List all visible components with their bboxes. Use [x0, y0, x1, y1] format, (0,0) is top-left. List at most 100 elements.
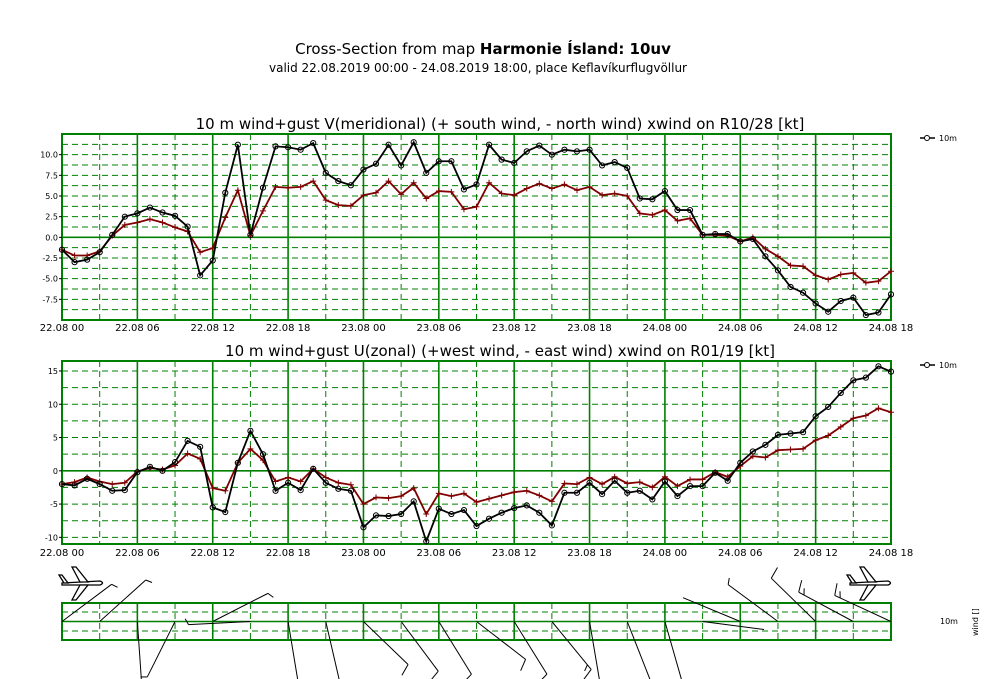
wind-barb-staff — [682, 597, 741, 622]
data-point — [762, 253, 769, 260]
data-point — [121, 479, 128, 486]
data-point — [523, 487, 530, 494]
data-point — [636, 479, 643, 486]
data-point — [423, 169, 430, 176]
data-point — [624, 489, 631, 496]
data-point — [284, 479, 292, 486]
data-point — [687, 215, 694, 222]
data-point — [875, 278, 882, 285]
data-point — [423, 538, 430, 545]
data-point — [699, 231, 706, 238]
data-point — [159, 219, 166, 226]
data-point — [84, 256, 91, 263]
data-point — [548, 185, 555, 192]
series-line-wind — [61, 140, 892, 317]
airplane-icon — [57, 566, 104, 601]
data-point — [561, 480, 568, 487]
data-point — [410, 498, 417, 505]
data-point — [121, 221, 128, 228]
chart-2-grid — [62, 361, 891, 544]
data-point — [599, 490, 606, 498]
data-point — [222, 508, 229, 516]
data-point — [762, 454, 769, 461]
data-point — [649, 496, 656, 503]
data-point — [749, 235, 756, 243]
data-point — [837, 423, 844, 430]
data-point — [385, 141, 392, 148]
wind-barb-feather — [727, 577, 730, 585]
data-point — [184, 223, 191, 230]
data-point — [285, 474, 292, 481]
chart-2-title: 10 m wind+gust U(zonal) (+west wind, - e… — [225, 342, 775, 360]
data-point — [498, 492, 505, 499]
wind-barb-staff — [513, 621, 548, 675]
data-point — [636, 487, 643, 494]
data-point — [234, 459, 241, 466]
data-point — [561, 181, 568, 188]
data-point — [423, 195, 430, 202]
chart-1-plot-area — [61, 133, 892, 321]
data-point — [799, 289, 807, 296]
data-point — [599, 192, 606, 199]
data-point — [335, 202, 342, 209]
data-point — [310, 178, 317, 185]
data-point — [712, 230, 719, 238]
wind-barb-feather — [541, 673, 548, 679]
data-point — [624, 193, 631, 199]
data-point — [686, 483, 694, 490]
data-point — [310, 139, 317, 147]
data-point — [410, 179, 417, 186]
data-point — [548, 151, 555, 158]
wind-barb-staff — [798, 591, 854, 622]
data-point — [121, 213, 128, 220]
data-point — [410, 485, 417, 492]
data-point — [385, 512, 392, 520]
figure-subtitle: valid 22.08.2019 00:00 - 24.08.2019 18:0… — [269, 61, 687, 75]
data-point — [398, 510, 405, 518]
data-point — [837, 297, 844, 305]
data-point — [536, 142, 543, 149]
data-point — [825, 403, 832, 411]
data-point — [649, 484, 656, 491]
data-point — [888, 268, 894, 275]
data-point — [96, 249, 103, 256]
y-tick-label: 15 — [48, 367, 58, 376]
y-tick-label: 0.0 — [45, 233, 58, 242]
data-point — [850, 269, 857, 276]
data-point — [184, 437, 191, 444]
data-point — [498, 156, 505, 163]
y-tick-label: 7.5 — [45, 171, 58, 180]
data-point — [850, 377, 857, 384]
chart-2-y-axis: -10 -5 0 5 10 15 — [45, 367, 62, 542]
data-point — [661, 478, 669, 485]
wind-barb-ylabel: wind [] — [971, 608, 980, 636]
data-point — [146, 204, 154, 211]
data-point — [322, 197, 329, 204]
data-point — [624, 480, 631, 487]
data-point — [511, 159, 518, 167]
data-point — [58, 246, 66, 253]
wind-barb-staff — [325, 621, 340, 679]
x-tick-label: 23.08 00 — [341, 548, 386, 559]
data-point — [222, 214, 229, 221]
data-point — [649, 196, 656, 203]
x-tick-label: 22.08 18 — [266, 548, 311, 559]
x-tick-label: 23.08 06 — [417, 323, 462, 334]
data-point — [172, 462, 179, 469]
data-point — [674, 483, 681, 490]
x-tick-label: 24.08 12 — [793, 323, 838, 334]
wind-barb-feather — [583, 669, 592, 679]
data-point — [259, 184, 267, 191]
x-tick-label: 24.08 12 — [793, 548, 838, 559]
wind-barb-staff — [664, 621, 682, 679]
data-point — [373, 494, 380, 501]
data-point — [322, 169, 329, 176]
x-tick-label: 22.08 12 — [190, 323, 235, 334]
data-point — [398, 493, 405, 500]
data-point — [511, 192, 518, 199]
data-point — [134, 210, 141, 217]
wind-barb-staff — [551, 621, 592, 670]
data-point — [171, 459, 179, 466]
data-point — [473, 181, 480, 188]
chart-1-x-axis: 22.08 00 22.08 06 22.08 12 22.08 18 23.08 00… — [40, 323, 914, 334]
